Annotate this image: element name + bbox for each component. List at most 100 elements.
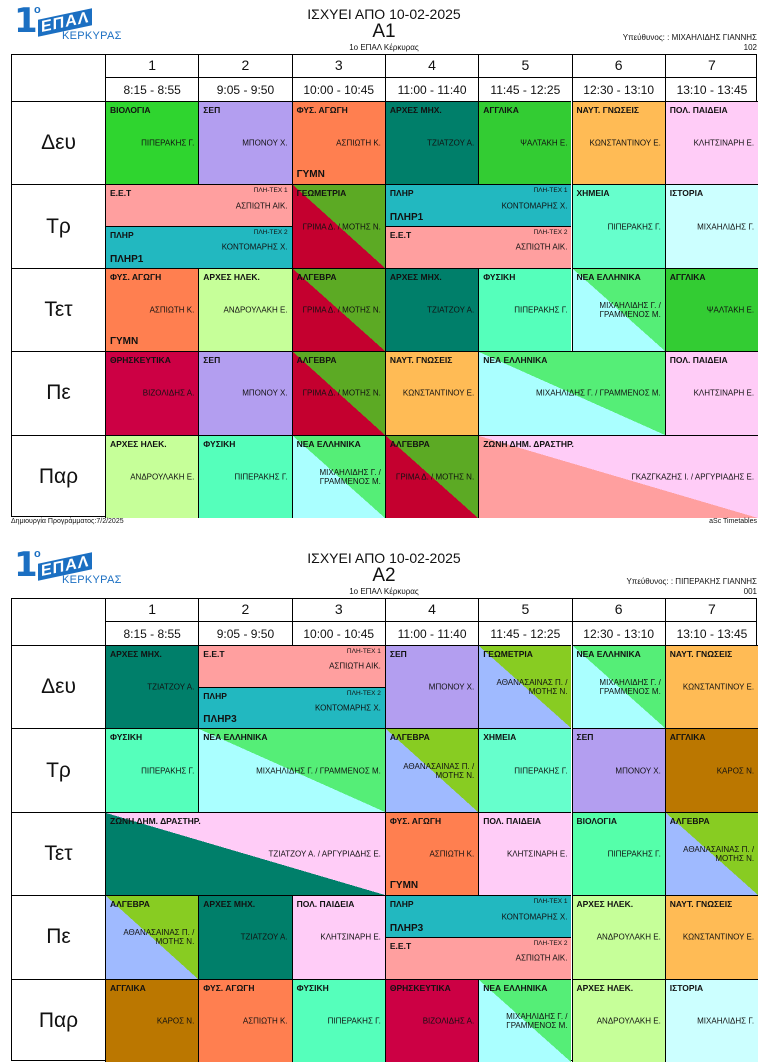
lesson-cell[interactable]: ΙΣΤΟΡΙΑ ΜΙΧΑΗΛΙΔΗΣ Γ. [664,184,759,268]
lesson-cell[interactable]: ΠΛΗΡ ΠΛΗ-ΤΕΧ 2 ΚΟΝΤΟΜΑΡΗΣ Χ. ΠΛΗΡ3 [198,686,385,729]
lesson-cell[interactable]: ΧΗΜΕΙΑ ΠΙΠΕΡΑΚΗΣ Γ. [478,728,572,812]
lesson-teacher: ΓΡΙΜΑ Δ. / ΜΟΤΗΣ Ν. [302,305,381,315]
lesson-cell[interactable]: ΑΛΓΕΒΡΑ ΑΘΑΝΑΣΑΙΝΑΣ Π. / ΜΟΤΗΣ Ν. [384,728,479,812]
lesson-teacher: ΑΣΠΙΩΤΗ Κ. [429,849,475,859]
period-header: 7 13:10 - 13:45 [664,55,758,101]
lesson-cell[interactable]: ΑΛΓΕΒΡΑ ΓΡΙΜΑ Δ. / ΜΟΤΗΣ Ν. [384,434,479,518]
lesson-cell[interactable]: ΑΛΓΕΒΡΑ ΑΘΑΝΑΣΑΙΝΑΣ Π. / ΜΟΤΗΣ Ν. [664,811,759,896]
lesson-cell[interactable]: ΣΕΠ ΜΠΟΝΟΥ Χ. [198,101,292,185]
lesson-cell[interactable]: ΑΡΧΕΣ ΗΛΕΚ. ΑΝΔΡΟΥΛΑΚΗ Ε. [198,267,292,352]
schedule-grid: 1 8:15 - 8:55 2 9:05 - 9:50 3 10:00 - 10:45 4 1… [11,54,759,518]
lesson-subject: ΝΑΥΤ. ΓΝΩΣΕΙΣ [669,899,733,910]
lesson-cell[interactable]: ΣΕΠ ΜΠΟΝΟΥ Χ. [571,728,665,812]
lesson-cell[interactable]: ΙΣΤΟΡΙΑ ΜΙΧΑΗΛΙΔΗΣ Γ. [664,978,759,1062]
lesson-subject: ΑΡΧΕΣ ΗΛΕΚ. [110,438,167,449]
lesson-cell[interactable]: ΝΕΑ ΕΛΛΗΝΙΚΑ ΜΙΧΑΗΛΙΔΗΣ Γ. / ΓΡΑΜΜΕΝΟΣ Μ. [478,978,572,1062]
lesson-cell[interactable]: ΝΑΥΤ. ΓΝΩΣΕΙΣ ΚΩΝΣΤΑΝΤΙΝΟΥ Ε. [664,645,759,729]
lesson-cell[interactable]: ΦΥΣ. ΑΓΩΓΗ ΑΣΠΙΩΤΗ Κ. ΓΥΜΝ [105,267,199,352]
lesson-cell[interactable]: ΑΛΓΕΒΡΑ ΓΡΙΜΑ Δ. / ΜΟΤΗΣ Ν. [291,351,385,435]
lesson-cell[interactable]: ΦΥΣΙΚΗ ΠΙΠΕΡΑΚΗΣ Γ. [105,728,199,812]
lesson-cell[interactable]: ΑΡΧΕΣ ΜΗΧ. ΤΖΙΑΤΖΟΥ Α. [384,101,479,185]
lesson-cell[interactable]: ΑΡΧΕΣ ΗΛΕΚ. ΑΝΔΡΟΥΛΑΚΗ Ε. [571,895,665,979]
lesson-cell[interactable]: ΝΕΑ ΕΛΛΗΝΙΚΑ ΜΙΧΑΗΛΙΔΗΣ Γ. / ΓΡΑΜΜΕΝΟΣ Μ. [291,434,385,518]
lesson-cell[interactable]: ΦΥΣΙΚΗ ΠΙΠΕΡΑΚΗΣ Γ. [291,978,385,1062]
lesson-cell[interactable]: ΒΙΟΛΟΓΙΑ ΠΙΠΕΡΑΚΗΣ Γ. [571,811,665,896]
lesson-cell[interactable]: ΦΥΣΙΚΗ ΠΙΠΕΡΑΚΗΣ Γ. [478,267,572,352]
lesson-cell[interactable]: ΝΕΑ ΕΛΛΗΝΙΚΑ ΜΙΧΑΗΛΙΔΗΣ Γ. / ΓΡΑΜΜΕΝΟΣ Μ. [478,351,665,435]
lesson-cell[interactable]: ΑΡΧΕΣ ΗΛΕΚ. ΑΝΔΡΟΥΛΑΚΗ Ε. [105,434,199,518]
lesson-cell[interactable]: ΠΛΗΡ ΠΛΗ-ΤΕΧ 1 ΚΟΝΤΟΜΑΡΗΣ Χ. ΠΛΗΡ1 [384,184,572,227]
lesson-room: ΓΥΜΝ [296,169,325,181]
lesson-cell[interactable]: ΖΩΝΗ ΔΗΜ. ΔΡΑΣΤΗΡ. ΓΚΑΖΓΚΑΖΗΣ Ι. / ΑΡΓΥΡΙ… [478,434,759,518]
day-label: Παρ [12,434,105,518]
lesson-subject: ΠΟΛ. ΠΑΙΔΕΙΑ [669,355,728,366]
lesson-cell[interactable]: ΝΕΑ ΕΛΛΗΝΙΚΑ ΜΙΧΑΗΛΙΔΗΣ Γ. / ΓΡΑΜΜΕΝΟΣ Μ. [571,645,665,729]
lesson-cell[interactable]: ΝΕΑ ΕΛΛΗΝΙΚΑ ΜΙΧΑΗΛΙΔΗΣ Γ. / ΓΡΑΜΜΕΝΟΣ Μ. [198,728,385,812]
lesson-cell[interactable]: ΠΛΗΡ ΠΛΗ-ΤΕΧ 2 ΚΟΝΤΟΜΑΡΗΣ Χ. ΠΛΗΡ1 [105,226,292,268]
lesson-cell[interactable]: ΖΩΝΗ ΔΗΜ. ΔΡΑΣΤΗΡ. ΤΖΙΑΤΖΟΥ Α. / ΑΡΓΥΡΙΑΔ… [105,811,385,896]
lesson-teacher: ΑΝΔΡΟΥΛΑΚΗ Ε. [596,1016,661,1026]
lesson-cell[interactable]: ΝΑΥΤ. ΓΝΩΣΕΙΣ ΚΩΝΣΤΑΝΤΙΝΟΥ Ε. [571,101,665,185]
lesson-teacher: ΑΣΠΙΩΤΗ ΑΙΚ. [329,661,381,671]
period-time: 12:30 - 13:10 [583,83,655,97]
lesson-cell[interactable]: ΝΕΑ ΕΛΛΗΝΙΚΑ ΜΙΧΑΗΛΙΔΗΣ Γ. / ΓΡΑΜΜΕΝΟΣ Μ. [571,267,665,352]
timetable-a1: 1 ο ΕΠΑΛ ΚΕΡΚΥΡΑΣ ΙΣΧΥΕΙ ΑΠΟ 10-02-2025 … [0,0,768,528]
lesson-cell[interactable]: ΦΥΣ. ΑΓΩΓΗ ΑΣΠΙΩΤΗ Κ. ΓΥΜΝ [384,811,479,896]
lesson-cell[interactable]: ΑΓΓΛΙΚΑ ΨΑΛΤΑΚΗ Ε. [478,101,572,185]
lesson-cell[interactable]: ΒΙΟΛΟΓΙΑ ΠΙΠΕΡΑΚΗΣ Γ. [105,101,199,185]
lesson-cell[interactable]: ΑΡΧΕΣ ΗΛΕΚ. ΑΝΔΡΟΥΛΑΚΗ Ε. [571,978,665,1062]
lesson-subject: ΦΥΣ. ΑΓΩΓΗ [203,982,255,993]
lesson-subject: ΑΡΧΕΣ ΜΗΧ. [203,899,256,910]
lesson-cell[interactable]: ΘΡΗΣΚΕΥΤΙΚΑ ΒΙΖΟΛΙΔΗΣ Α. [384,978,479,1062]
lesson-cell[interactable]: ΓΕΩΜΕΤΡΙΑ ΑΘΑΝΑΣΑΙΝΑΣ Π. / ΜΟΤΗΣ Ν. [478,645,572,729]
lesson-cell[interactable]: ΠΛΗΡ ΠΛΗ-ΤΕΧ 1 ΚΟΝΤΟΜΑΡΗΣ Χ. ΠΛΗΡ3 [384,895,572,937]
period-number: 6 [614,601,623,617]
lesson-cell[interactable]: ΝΑΥΤ. ΓΝΩΣΕΙΣ ΚΩΝΣΤΑΝΤΙΝΟΥ Ε. [384,351,479,435]
schedule-grid: 1 8:15 - 8:55 2 9:05 - 9:50 3 10:00 - 10:45 4 1… [11,598,759,1062]
lesson-cell[interactable]: ΘΡΗΣΚΕΥΤΙΚΑ ΒΙΖΟΛΙΔΗΣ Α. [105,351,199,435]
lesson-subject: ΑΡΧΕΣ ΜΗΧ. [110,649,162,659]
lesson-cell[interactable]: ΑΡΧΕΣ ΜΗΧ. ΤΖΙΑΤΖΟΥ Α. [105,645,199,729]
lesson-cell[interactable]: Ε.Ε.Τ ΠΛΗ-ΤΕΧ 2 ΑΣΠΙΩΤΗ ΑΙΚ. [384,226,572,268]
lesson-cell[interactable]: ΑΛΓΕΒΡΑ ΑΘΑΝΑΣΑΙΝΑΣ Π. / ΜΟΤΗΣ Ν. [105,895,199,979]
lesson-teacher: ΜΙΧΑΗΛΙΔΗΣ Γ. / ΓΡΑΜΜΕΝΟΣ Μ. [599,300,661,319]
period-time: 9:05 - 9:50 [216,627,275,641]
lesson-cell[interactable]: ΑΓΓΛΙΚΑ ΚΑΡΟΣ Ν. [664,728,759,812]
lesson-subject: ΦΥΣΙΚΗ [110,732,143,743]
lesson-cell[interactable]: ΑΓΓΛΙΚΑ ΨΑΛΤΑΚΗ Ε. [664,267,759,352]
lesson-cell[interactable]: ΠΟΛ. ΠΑΙΔΕΙΑ ΚΛΗΤΣΙΝΑΡΗ Ε. [664,351,759,435]
lesson-subject: ΑΡΧΕΣ ΗΛΕΚ. [203,271,260,282]
lesson-cell[interactable]: Ε.Ε.Τ ΠΛΗ-ΤΕΧ 1 ΑΣΠΙΩΤΗ ΑΙΚ. [105,184,292,227]
lesson-subject: ΝΕΑ ΕΛΛΗΝΙΚΑ [203,732,268,743]
lesson-cell[interactable]: ΦΥΣ. ΑΓΩΓΗ ΑΣΠΙΩΤΗ Κ. ΓΥΜΝ [291,101,385,185]
lesson-cell[interactable]: ΑΡΧΕΣ ΜΗΧ. ΤΖΙΑΤΖΟΥ Α. [384,267,479,352]
lesson-cell[interactable]: ΠΟΛ. ΠΑΙΔΕΙΑ ΚΛΗΤΣΙΝΑΡΗ Ε. [291,895,385,979]
class-code: 001 [743,587,757,596]
lesson-cell[interactable]: Ε.Ε.Τ ΠΛΗ-ΤΕΧ 1 ΑΣΠΙΩΤΗ ΑΙΚ. [198,645,385,687]
lesson-cell[interactable]: Ε.Ε.Τ ΠΛΗ-ΤΕΧ 2 ΑΣΠΙΩΤΗ ΑΙΚ. [384,936,572,979]
period-time: 11:00 - 11:40 [397,83,467,97]
lesson-class-group: ΠΛΗΡ1 [110,253,144,265]
lesson-subject: ΝΕΑ ΕΛΛΗΝΙΚΑ [296,438,361,449]
lesson-teacher: ΜΠΟΝΟΥ Χ. [615,766,661,776]
lesson-teacher: ΚΛΗΤΣΙΝΑΡΗ Ε. [320,932,381,942]
lesson-teacher: ΑΘΑΝΑΣΑΙΝΑΣ Π. / ΜΟΤΗΣ Ν. [496,678,568,697]
generator-credit: aSc Timetables [709,518,757,525]
lesson-cell[interactable]: ΠΟΛ. ΠΑΙΔΕΙΑ ΚΛΗΤΣΙΝΑΡΗ Ε. [664,101,759,185]
lesson-cell[interactable]: ΣΕΠ ΜΠΟΝΟΥ Χ. [384,645,479,729]
lesson-teacher: ΚΟΝΤΟΜΑΡΗΣ Χ. [314,703,381,713]
lesson-cell[interactable]: ΧΗΜΕΙΑ ΠΙΠΕΡΑΚΗΣ Γ. [571,184,665,268]
period-time: 10:00 - 10:45 [303,83,375,97]
lesson-cell[interactable]: ΠΟΛ. ΠΑΙΔΕΙΑ ΚΛΗΤΣΙΝΑΡΗ Ε. [478,811,572,896]
lesson-cell[interactable]: ΓΕΩΜΕΤΡΙΑ ΓΡΙΜΑ Δ. / ΜΟΤΗΣ Ν. [291,184,385,268]
lesson-cell[interactable]: ΑΡΧΕΣ ΜΗΧ. ΤΖΙΑΤΖΟΥ Α. [198,895,292,979]
lesson-teacher: ΜΙΧΑΗΛΙΔΗΣ Γ. [697,1016,755,1026]
lesson-cell[interactable]: ΑΓΓΛΙΚΑ ΚΑΡΟΣ Ν. [105,978,199,1062]
lesson-cell[interactable]: ΑΛΓΕΒΡΑ ΓΡΙΜΑ Δ. / ΜΟΤΗΣ Ν. [291,267,385,352]
lesson-cell[interactable]: ΦΥΣΙΚΗ ΠΙΠΕΡΑΚΗΣ Γ. [198,434,292,518]
lesson-subject: ΦΥΣ. ΑΓΩΓΗ [296,105,348,115]
lesson-cell[interactable]: ΝΑΥΤ. ΓΝΩΣΕΙΣ ΚΩΝΣΤΑΝΤΙΝΟΥ Ε. [664,895,759,979]
lesson-cell[interactable]: ΦΥΣ. ΑΓΩΓΗ ΑΣΠΙΩΤΗ Κ. [198,978,292,1062]
lesson-cell[interactable]: ΣΕΠ ΜΠΟΝΟΥ Χ. [198,351,292,435]
period-number: 4 [428,57,436,73]
